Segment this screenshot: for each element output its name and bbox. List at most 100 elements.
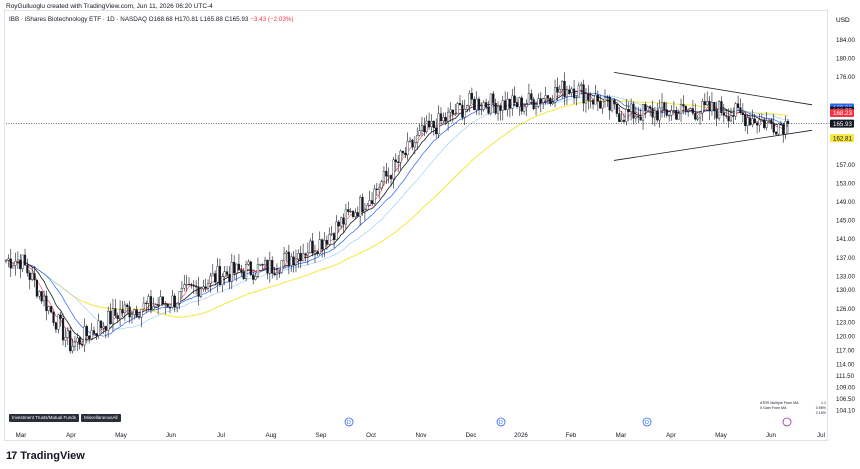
candle — [223, 271, 226, 277]
dividend-marker-icon[interactable] — [642, 417, 652, 427]
candle — [166, 303, 169, 308]
candle — [76, 337, 79, 343]
tradingview-logo[interactable]: 17 TradingView — [6, 450, 85, 462]
x-tick-label: Jun — [166, 432, 177, 439]
candle — [408, 139, 412, 142]
x-tick-label: Apr — [66, 432, 76, 439]
candle — [682, 104, 685, 107]
y-tick-label: 106.50 — [836, 396, 855, 403]
candle — [290, 256, 293, 266]
candle — [104, 326, 107, 331]
candle — [444, 117, 447, 122]
candle — [26, 264, 29, 274]
candle — [651, 108, 654, 118]
candle — [287, 251, 290, 266]
candle — [254, 276, 257, 280]
candle — [725, 115, 728, 117]
candle — [92, 330, 96, 334]
candle — [489, 93, 492, 114]
candle — [316, 251, 319, 255]
y-tick-label: 126.00 — [836, 306, 855, 313]
trendline-upper[interactable] — [613, 71, 813, 106]
candle — [665, 109, 668, 116]
candle — [703, 101, 706, 106]
candle — [52, 311, 55, 323]
candle — [675, 110, 678, 120]
candle — [644, 104, 647, 111]
candle — [553, 86, 557, 103]
candle — [38, 291, 41, 297]
candle — [739, 107, 742, 113]
candle — [746, 117, 749, 126]
candle — [69, 330, 72, 352]
candle — [558, 89, 561, 93]
candle — [649, 106, 652, 109]
candle — [176, 302, 179, 308]
candle — [534, 106, 538, 109]
sector-badge[interactable]: Investment Trusts/Mutual Funds — [9, 414, 80, 422]
candle — [359, 197, 362, 217]
candle — [168, 307, 172, 309]
candle — [107, 310, 110, 331]
candle — [603, 96, 607, 102]
candle — [354, 212, 357, 217]
candle — [99, 320, 103, 329]
candle — [342, 217, 345, 225]
candle — [679, 104, 683, 114]
candle — [282, 253, 286, 261]
candle — [772, 123, 775, 133]
candle — [736, 103, 740, 108]
candle — [102, 326, 105, 329]
candle — [47, 306, 50, 311]
candle — [242, 271, 245, 279]
candle — [154, 304, 157, 307]
candle — [195, 286, 198, 288]
y-tick-label: 184.00 — [836, 37, 855, 44]
candle — [525, 104, 528, 108]
candle — [744, 114, 747, 126]
symbol-info-line[interactable]: IBB · iShares Biotechnology ETF · 1D · N… — [9, 16, 294, 23]
candle — [57, 314, 60, 330]
candle — [423, 125, 426, 133]
candle — [323, 240, 326, 250]
candle — [385, 170, 388, 177]
candle — [401, 150, 405, 154]
candle — [670, 110, 673, 116]
candle — [263, 259, 267, 266]
candle — [461, 104, 464, 118]
candle — [138, 316, 141, 318]
candle — [527, 93, 531, 105]
dividend-marker-icon[interactable] — [496, 417, 506, 427]
candle — [140, 308, 143, 318]
candle — [454, 113, 457, 115]
candle — [717, 101, 721, 119]
candle — [16, 259, 19, 262]
candle — [197, 286, 200, 297]
trendline-lower[interactable] — [613, 129, 813, 161]
y-tick-label: 180.00 — [836, 55, 855, 62]
dividend-marker-icon[interactable] — [344, 417, 354, 427]
legend-row: 2.15% — [815, 411, 826, 416]
candle — [340, 217, 343, 227]
earnings-marker-icon[interactable] — [782, 417, 792, 427]
candle — [591, 100, 595, 105]
candle — [299, 253, 302, 262]
candle — [216, 266, 219, 283]
candle — [373, 188, 376, 204]
candle — [351, 210, 355, 217]
candle — [537, 98, 540, 107]
candle — [470, 93, 473, 100]
candle — [518, 97, 521, 107]
candle — [689, 108, 692, 111]
candle — [451, 109, 454, 115]
y-tick-label: 111.50 — [836, 373, 855, 380]
candle — [31, 273, 34, 280]
candle — [615, 103, 618, 114]
candle — [698, 112, 702, 119]
candle — [758, 119, 761, 126]
industry-badge[interactable]: MiscellaneousAll — [81, 414, 121, 422]
candle — [477, 98, 481, 110]
candle — [658, 107, 661, 121]
candle — [304, 253, 307, 256]
